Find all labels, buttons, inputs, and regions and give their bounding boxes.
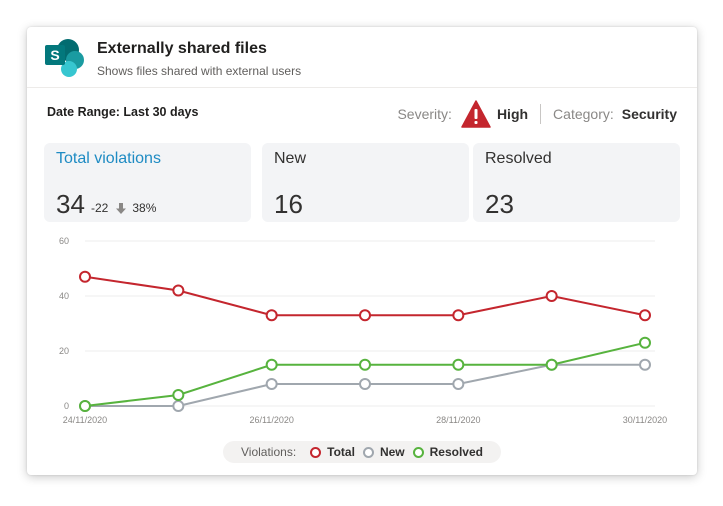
svg-text:S: S <box>50 47 59 63</box>
data-point-total <box>639 309 651 322</box>
arrow-down-icon <box>116 202 127 214</box>
filter-bar: Date Range: Last 30 days Severity: High … <box>27 99 697 129</box>
data-point-total <box>265 309 278 322</box>
date-range-filter[interactable]: Date Range: Last 30 days <box>47 105 199 119</box>
data-point-total <box>79 270 91 283</box>
widget-card: S Externally shared files Shows files sh… <box>27 27 697 475</box>
data-point-new <box>452 378 465 390</box>
y-tick-label: 60 <box>59 236 69 246</box>
filter-divider <box>540 104 542 124</box>
data-point-new <box>265 378 278 390</box>
legend-label: Resolved <box>429 445 483 459</box>
severity-label: Severity: <box>397 106 452 122</box>
series-line-resolved <box>84 341 646 407</box>
legend-label: Total <box>327 445 355 459</box>
x-tick-label: 28/11/2020 <box>436 415 480 425</box>
data-point-resolved <box>452 358 465 371</box>
data-point-resolved <box>359 358 371 371</box>
data-point-resolved <box>639 336 651 349</box>
tile-label: Total violations <box>56 150 161 167</box>
tile-delta: -22 38% <box>91 201 156 215</box>
delta-value: -22 <box>91 201 109 215</box>
data-point-total <box>545 290 558 302</box>
chart-legend: Violations: Total New Resolved <box>223 441 501 463</box>
legend-marker-resolved <box>412 446 424 458</box>
y-tick-label: 40 <box>59 291 69 301</box>
legend-marker-new <box>362 446 374 458</box>
data-point-new <box>359 378 371 390</box>
data-point-resolved <box>265 358 278 371</box>
data-point-resolved <box>172 389 185 401</box>
tile-resolved[interactable]: Resolved 23 <box>473 143 680 222</box>
data-point-resolved <box>545 358 558 371</box>
legend-label: New <box>379 445 405 459</box>
legend-item-resolved[interactable]: Resolved <box>412 445 483 459</box>
category-label: Category: <box>553 106 614 122</box>
tile-label: New <box>274 150 307 167</box>
tile-value: 16 <box>274 189 303 219</box>
data-point-new <box>639 358 651 371</box>
tile-new[interactable]: New 16 <box>262 143 469 222</box>
legend-title: Violations: <box>241 445 297 459</box>
tile-value: 23 <box>485 189 514 219</box>
sharepoint-logo-icon: S <box>45 39 84 77</box>
data-point-new <box>172 400 185 412</box>
tile-total-violations[interactable]: Total violations 34 -22 38% <box>44 143 251 222</box>
right-filters: Severity: High Category: Security <box>397 99 677 129</box>
x-tick-label: 24/11/2020 <box>63 415 107 425</box>
data-point-total <box>452 309 465 322</box>
tile-value: 34 <box>56 189 85 219</box>
widget-header: S Externally shared files Shows files sh… <box>27 27 697 88</box>
warning-icon <box>461 100 491 128</box>
violations-line-chart: 0 20 40 60 24/11/2020 26/11/2020 28/11/2020 30/… <box>59 236 667 425</box>
widget-subtitle: Shows files shared with external users <box>97 64 302 78</box>
data-point-resolved <box>79 400 91 412</box>
x-tick-label: 30/11/2020 <box>623 415 667 425</box>
severity-value[interactable]: High <box>496 106 529 122</box>
tile-label: Resolved <box>485 150 552 167</box>
legend-item-total[interactable]: Total <box>310 445 355 459</box>
legend-item-new[interactable]: New <box>362 445 405 459</box>
data-point-total <box>172 284 185 297</box>
delta-percent: 38% <box>132 201 157 215</box>
widget-title: Externally shared files <box>97 40 267 57</box>
legend-marker-total <box>310 446 322 458</box>
y-tick-label: 0 <box>64 401 69 411</box>
x-tick-label: 26/11/2020 <box>249 415 293 425</box>
data-point-total <box>359 309 371 322</box>
category-value[interactable]: Security <box>621 106 677 122</box>
y-tick-label: 20 <box>59 346 69 356</box>
